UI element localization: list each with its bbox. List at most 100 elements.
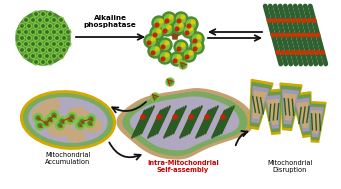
Circle shape <box>30 29 36 35</box>
Circle shape <box>173 54 181 64</box>
Circle shape <box>185 55 189 59</box>
Circle shape <box>192 34 202 43</box>
Circle shape <box>151 93 159 101</box>
Circle shape <box>321 51 324 54</box>
Ellipse shape <box>24 94 113 146</box>
Circle shape <box>296 33 300 37</box>
Circle shape <box>192 43 202 52</box>
Circle shape <box>306 51 310 54</box>
Circle shape <box>148 44 162 58</box>
Text: Mitochondrial
Disruption: Mitochondrial Disruption <box>267 160 313 173</box>
Circle shape <box>54 23 60 29</box>
Polygon shape <box>312 111 322 133</box>
Circle shape <box>276 33 280 37</box>
Circle shape <box>157 29 161 33</box>
Circle shape <box>16 11 70 65</box>
Circle shape <box>23 29 29 35</box>
Circle shape <box>65 41 71 47</box>
Circle shape <box>166 78 174 86</box>
Circle shape <box>42 61 44 63</box>
Ellipse shape <box>32 106 60 126</box>
Circle shape <box>187 24 191 28</box>
Circle shape <box>221 115 225 119</box>
Circle shape <box>154 19 164 28</box>
Ellipse shape <box>40 99 60 113</box>
Circle shape <box>53 43 55 45</box>
Circle shape <box>36 116 40 120</box>
Circle shape <box>307 19 311 22</box>
Circle shape <box>182 24 196 38</box>
Circle shape <box>46 19 48 21</box>
Circle shape <box>157 115 161 119</box>
Circle shape <box>37 29 43 35</box>
Circle shape <box>58 123 62 127</box>
Circle shape <box>53 31 55 33</box>
Polygon shape <box>253 91 266 119</box>
Circle shape <box>32 43 34 45</box>
Text: Intra-Mitochondrial
Self-assembly: Intra-Mitochondrial Self-assembly <box>147 160 219 173</box>
Circle shape <box>52 113 56 117</box>
Circle shape <box>301 33 305 37</box>
Circle shape <box>176 43 186 52</box>
Circle shape <box>37 17 43 23</box>
Circle shape <box>44 29 50 35</box>
Circle shape <box>158 38 172 52</box>
Circle shape <box>75 120 85 129</box>
Circle shape <box>60 119 64 123</box>
Circle shape <box>51 53 57 59</box>
Ellipse shape <box>29 98 107 142</box>
Circle shape <box>33 23 39 29</box>
Circle shape <box>306 33 310 37</box>
Circle shape <box>296 51 299 54</box>
Circle shape <box>26 47 32 53</box>
Circle shape <box>159 19 163 23</box>
Circle shape <box>146 36 155 46</box>
Circle shape <box>177 47 181 51</box>
Circle shape <box>54 35 60 41</box>
Circle shape <box>291 33 295 37</box>
Circle shape <box>165 53 169 57</box>
Ellipse shape <box>67 107 89 125</box>
Circle shape <box>187 19 195 29</box>
Circle shape <box>184 26 194 36</box>
Circle shape <box>181 43 185 47</box>
Circle shape <box>177 55 181 59</box>
Circle shape <box>161 57 165 61</box>
Ellipse shape <box>48 119 72 136</box>
Circle shape <box>23 41 29 47</box>
Circle shape <box>47 47 53 53</box>
Circle shape <box>58 117 66 126</box>
Circle shape <box>23 17 29 23</box>
Circle shape <box>35 25 37 27</box>
Circle shape <box>33 11 39 17</box>
Circle shape <box>147 41 151 45</box>
Circle shape <box>89 117 93 121</box>
Circle shape <box>23 53 29 59</box>
Circle shape <box>48 118 52 122</box>
Circle shape <box>175 22 183 32</box>
Polygon shape <box>295 98 309 131</box>
Circle shape <box>68 118 72 122</box>
Circle shape <box>51 41 57 47</box>
Circle shape <box>165 19 169 23</box>
Circle shape <box>49 13 51 15</box>
Circle shape <box>144 34 158 48</box>
Circle shape <box>165 41 169 45</box>
Circle shape <box>276 51 280 54</box>
Circle shape <box>78 123 82 127</box>
Polygon shape <box>291 92 311 137</box>
Circle shape <box>63 49 65 51</box>
Circle shape <box>60 43 62 45</box>
Circle shape <box>25 55 27 57</box>
Circle shape <box>33 35 39 41</box>
Circle shape <box>42 25 44 27</box>
Circle shape <box>164 14 174 24</box>
Circle shape <box>67 31 69 33</box>
Circle shape <box>56 37 58 39</box>
Circle shape <box>190 40 204 54</box>
Circle shape <box>21 25 23 27</box>
Circle shape <box>19 35 25 41</box>
Circle shape <box>197 35 201 39</box>
Circle shape <box>35 13 37 15</box>
Circle shape <box>16 29 22 35</box>
